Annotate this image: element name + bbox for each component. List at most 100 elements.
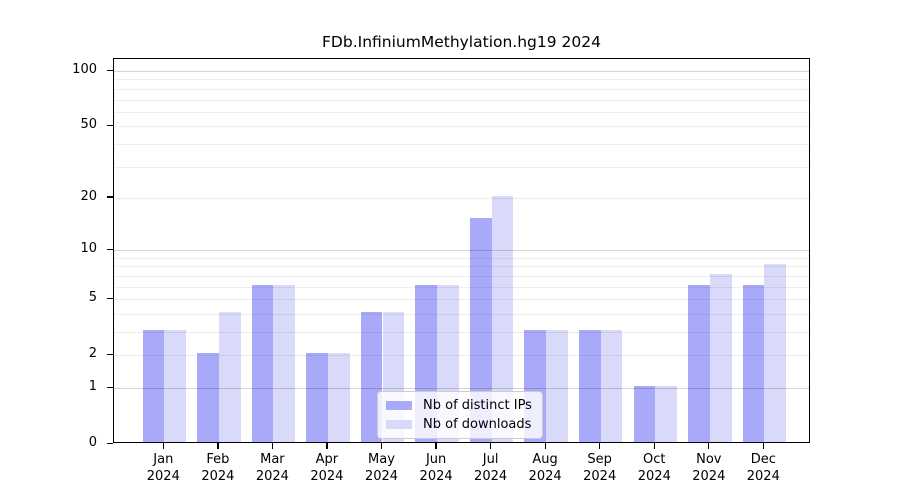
bar-feb-ips bbox=[197, 353, 219, 442]
x-tick-mark bbox=[544, 443, 546, 449]
y-tick-mark bbox=[107, 353, 113, 355]
y-tick-mark bbox=[107, 442, 113, 444]
bar-jul-ips bbox=[469, 217, 492, 442]
x-tick-label-year: 2024 bbox=[201, 469, 235, 484]
bar-aug-downloads bbox=[546, 330, 568, 442]
x-tick-mark bbox=[162, 443, 164, 449]
bar-nov-ips bbox=[688, 284, 710, 442]
bar-sep-downloads bbox=[600, 330, 623, 442]
x-tick-mark bbox=[217, 443, 219, 449]
y-tick-label: 1 bbox=[88, 379, 97, 394]
gridline-minor bbox=[114, 257, 809, 259]
legend-swatch-icon bbox=[386, 401, 412, 410]
bar-mar-downloads bbox=[273, 284, 296, 442]
x-tick-label: Jun 2024 bbox=[404, 451, 468, 485]
gridline-minor bbox=[114, 166, 809, 168]
x-tick-label-year: 2024 bbox=[255, 469, 289, 484]
y-tick-mark bbox=[107, 297, 113, 299]
gridline-major bbox=[114, 71, 809, 72]
y-tick-mark bbox=[107, 124, 113, 126]
legend-row-ips: Nb of distinct IPs bbox=[386, 398, 532, 413]
bar-apr-downloads bbox=[327, 353, 350, 442]
gridline-minor bbox=[114, 275, 809, 277]
x-tick-mark bbox=[435, 443, 437, 449]
bar-nov-downloads bbox=[709, 273, 732, 442]
y-tick-label: 50 bbox=[80, 117, 97, 133]
bar-oct-ips bbox=[633, 386, 656, 442]
gridline-minor bbox=[114, 266, 809, 268]
x-tick-label-year: 2024 bbox=[364, 469, 399, 484]
y-tick-label: 20 bbox=[80, 188, 97, 204]
y-tick-label: 100 bbox=[72, 62, 97, 77]
x-tick-label: Mar 2024 bbox=[240, 451, 304, 485]
legend-swatch-icon bbox=[386, 420, 412, 429]
y-tick-label: 10 bbox=[80, 241, 97, 257]
bar-feb-downloads bbox=[218, 311, 241, 442]
x-tick-mark bbox=[326, 443, 328, 449]
x-tick-label-year: 2024 bbox=[746, 469, 780, 484]
x-tick-label-year: 2024 bbox=[528, 469, 562, 484]
gridline-major bbox=[114, 197, 809, 199]
gridline-minor bbox=[114, 79, 809, 81]
x-tick-label: Sep 2024 bbox=[568, 451, 632, 485]
chart-title: FDb.InfiniumMethylation.hg19 2024 bbox=[322, 33, 601, 51]
x-tick-label: May 2024 bbox=[350, 451, 414, 485]
bar-apr-ips bbox=[306, 353, 328, 442]
gridline-major bbox=[114, 299, 809, 301]
y-tick-mark bbox=[107, 248, 113, 250]
x-tick-label-year: 2024 bbox=[146, 469, 180, 484]
gridline-minor bbox=[114, 332, 809, 333]
y-tick-label: 5 bbox=[88, 290, 97, 306]
x-tick-label: Oct 2024 bbox=[622, 451, 686, 485]
x-tick-label-year: 2024 bbox=[419, 469, 453, 484]
gridline-minor bbox=[114, 88, 809, 90]
x-tick-mark bbox=[762, 443, 764, 449]
gridline-major bbox=[114, 388, 809, 389]
gridline-minor bbox=[114, 286, 809, 288]
gridline-minor bbox=[114, 143, 809, 145]
x-tick-label-year: 2024 bbox=[310, 469, 344, 484]
x-tick-mark bbox=[599, 443, 601, 449]
x-tick-mark bbox=[380, 443, 383, 449]
legend-label: Nb of downloads bbox=[423, 417, 532, 432]
x-tick-label: Apr 2024 bbox=[295, 451, 359, 485]
bar-dec-ips bbox=[742, 284, 765, 442]
bar-jan-ips bbox=[142, 330, 165, 442]
y-tick-mark bbox=[107, 196, 113, 198]
gridline-minor bbox=[114, 111, 809, 113]
gridline-major bbox=[114, 250, 809, 252]
bar-oct-downloads bbox=[655, 386, 678, 442]
bar-sep-ips bbox=[578, 330, 601, 442]
gridline-major bbox=[114, 126, 809, 128]
gridline-minor bbox=[114, 313, 809, 315]
legend: Nb of distinct IPs Nb of downloads bbox=[377, 391, 543, 439]
x-tick-label: Dec 2024 bbox=[731, 451, 795, 485]
x-tick-label-year: 2024 bbox=[637, 469, 671, 484]
legend-label: Nb of distinct IPs bbox=[423, 398, 532, 413]
x-tick-label: Feb 2024 bbox=[186, 451, 250, 485]
y-tick-mark bbox=[107, 386, 113, 388]
x-tick-label: Nov 2024 bbox=[677, 451, 741, 485]
x-tick-label-year: 2024 bbox=[583, 469, 617, 484]
y-tick-label: 2 bbox=[88, 346, 97, 362]
bar-jan-downloads bbox=[164, 330, 187, 442]
y-tick-mark bbox=[107, 69, 113, 71]
x-tick-mark bbox=[653, 443, 655, 449]
x-tick-label-year: 2024 bbox=[692, 469, 726, 484]
y-tick-label: 0 bbox=[88, 435, 97, 450]
plot-area: Nb of distinct IPs Nb of downloads bbox=[113, 58, 810, 443]
x-tick-label: Aug 2024 bbox=[513, 451, 577, 485]
legend-row-downloads: Nb of downloads bbox=[386, 417, 532, 432]
x-tick-label: Jan 2024 bbox=[131, 451, 195, 485]
gridline-major bbox=[114, 355, 809, 357]
bar-dec-downloads bbox=[764, 264, 787, 442]
x-tick-label: Jul 2024 bbox=[459, 451, 523, 485]
bar-jul-downloads bbox=[491, 195, 514, 442]
x-tick-mark bbox=[708, 443, 710, 449]
gridline-minor bbox=[114, 99, 809, 101]
x-tick-label-year: 2024 bbox=[474, 469, 508, 484]
x-tick-mark bbox=[271, 443, 274, 449]
bar-mar-ips bbox=[251, 284, 274, 442]
x-tick-mark bbox=[490, 443, 492, 449]
